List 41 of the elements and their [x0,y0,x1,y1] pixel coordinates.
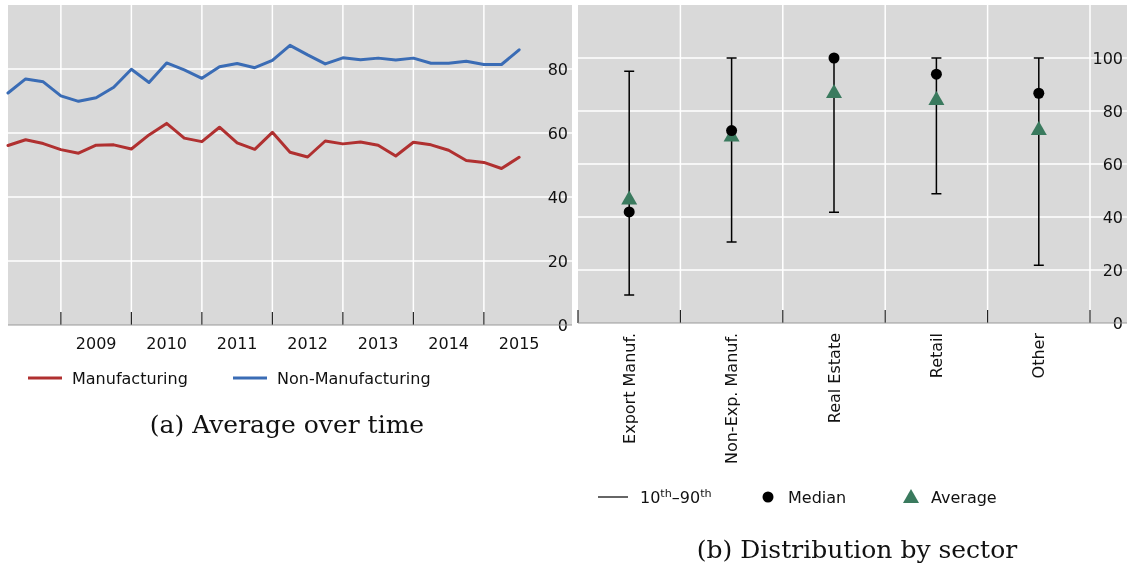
point [1030,121,1047,136]
x-tick-label: 2013 [357,334,399,353]
point [826,83,842,98]
text: 10$^{th}$–90$^{th}$ [640,486,712,507]
x-tick-label: 2015 [498,334,540,353]
point [928,91,945,106]
x-tick-label: 2010 [146,334,187,353]
y-tick-label: 80 [1102,101,1123,121]
y-tick-label: 80 [547,59,568,79]
x-tick-label: 2014 [428,334,469,353]
point [1033,87,1045,99]
y-tick-label: 0 [1112,313,1123,333]
y-tick-label: 100 [1092,48,1123,68]
legend-label: Median [788,487,847,507]
point [726,125,738,137]
legend-label: Non-Manufacturing [277,368,431,388]
x-tick-label: Non-Exp. Manuf. [722,333,742,465]
y-tick-label: 20 [1102,260,1123,280]
legend-label: Average [931,487,997,507]
legend-label: Manufacturing [72,368,188,388]
y-tick-label: 40 [547,187,568,207]
x-tick-label: Real Estate [824,333,844,424]
y-tick-label: 60 [547,123,568,143]
x-tick-label: 2012 [287,334,328,353]
y-tick-label: 40 [1102,207,1123,227]
y-tick-label: 0 [557,315,568,335]
x-tick-label: 2011 [216,334,258,353]
point [621,190,638,205]
point [623,206,635,218]
x-tick-label: Export Manuf. [619,333,639,444]
text: (b) Distribution by sector [696,535,1018,564]
x-tick-label: 2009 [75,334,117,353]
point [828,52,840,64]
line-series [6,121,521,171]
y-tick-label: 20 [547,251,568,271]
point [930,68,942,80]
x-tick-label: Retail [927,333,946,379]
text: (a) Average over time [149,410,425,439]
line-series [6,43,521,103]
x-tick-label: Other [1029,332,1049,379]
y-tick-label: 60 [1102,154,1123,174]
